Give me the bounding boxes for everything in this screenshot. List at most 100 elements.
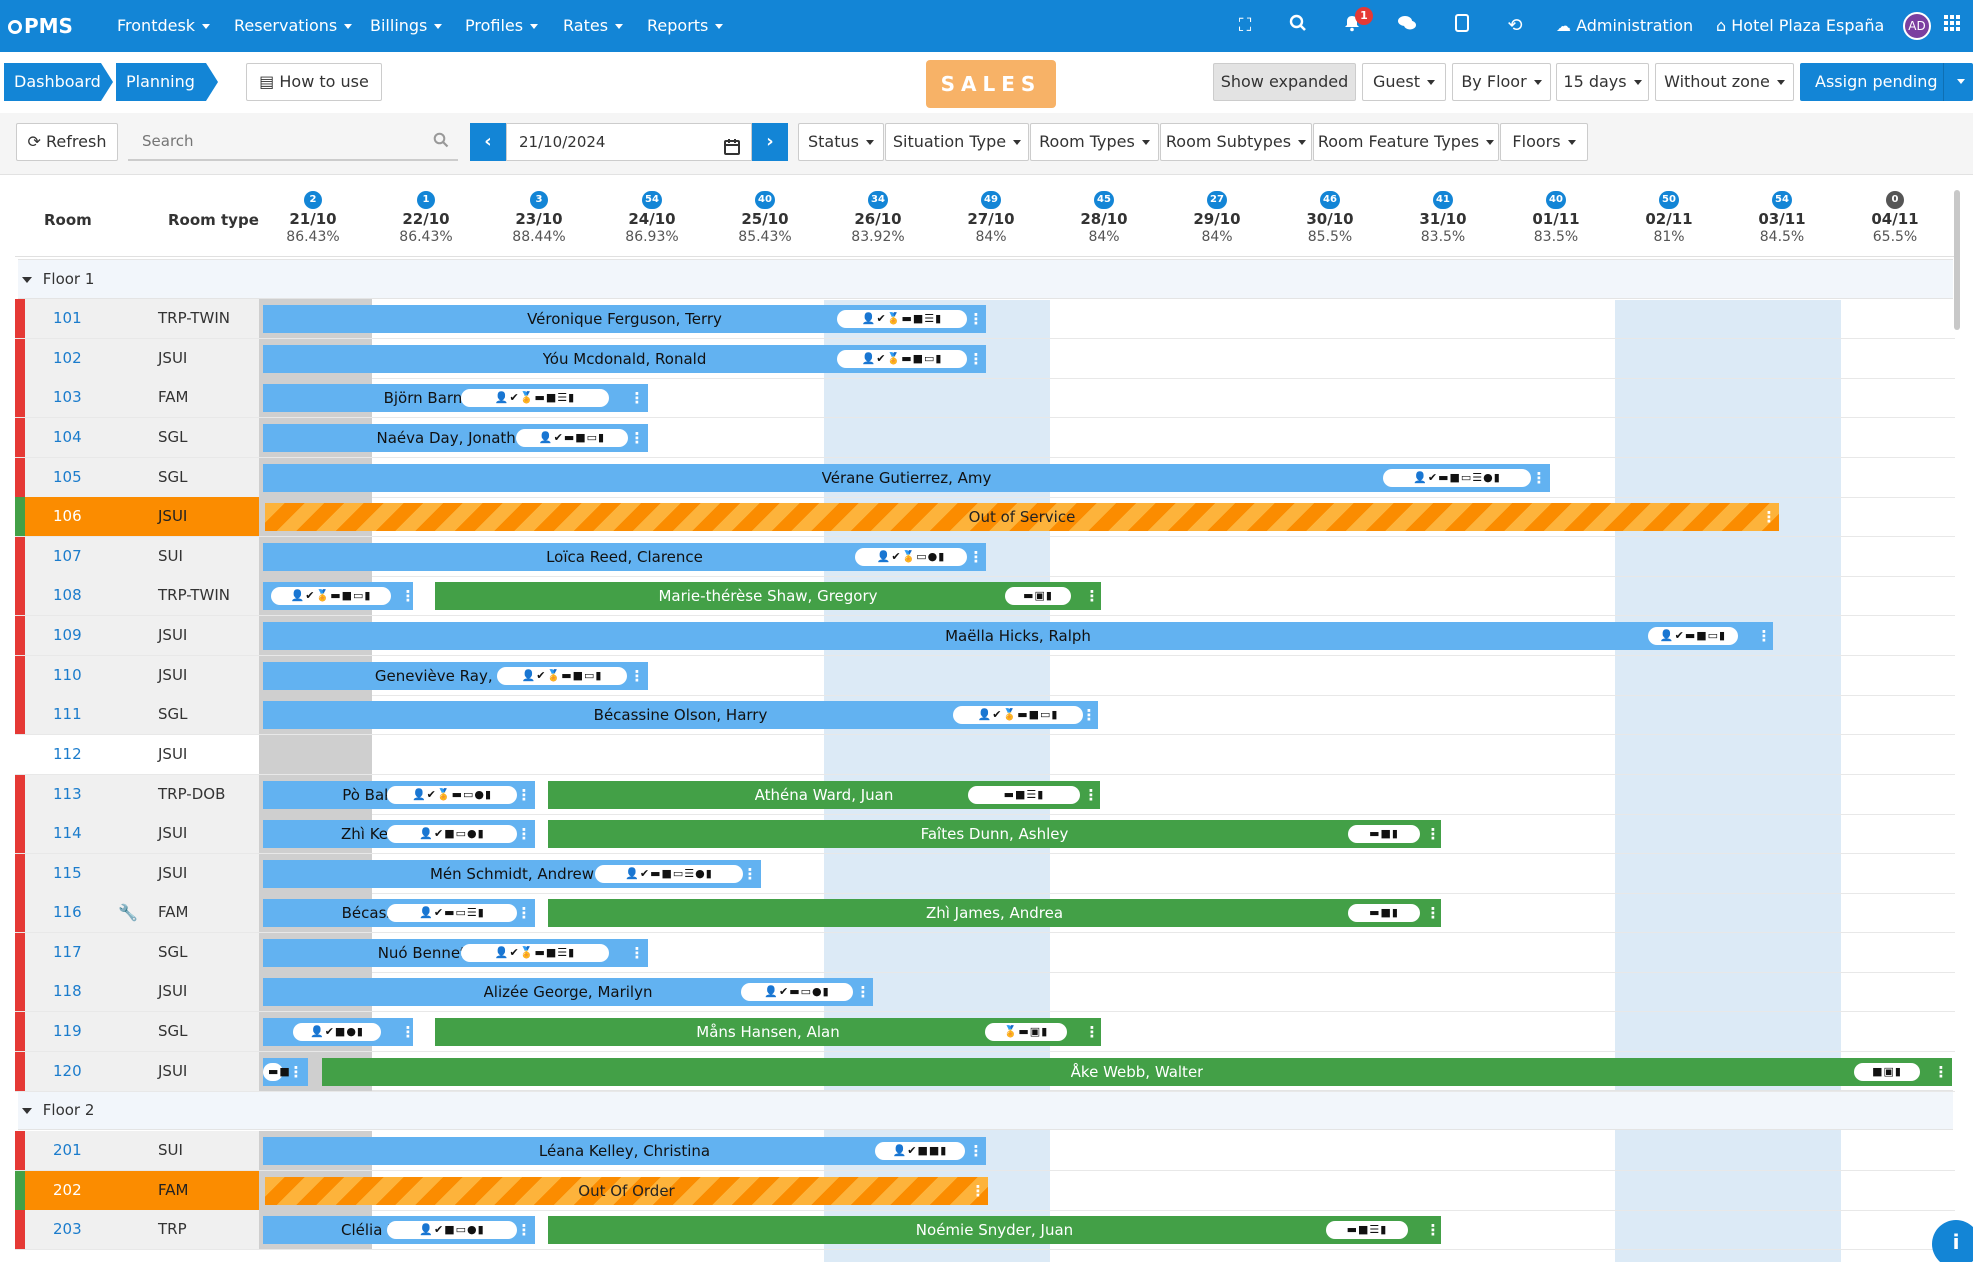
room-cell[interactable]: 202 FAM (15, 1171, 259, 1210)
reservation-bar[interactable]: Måns Hansen, Alan 🏅▬▣▮ ⋮ (435, 1018, 1101, 1046)
more-options-icon[interactable]: ⋮ (968, 350, 984, 368)
room-number[interactable]: 116 (53, 903, 82, 921)
how-to-use-button[interactable]: ▤ How to use (246, 63, 382, 101)
room-number[interactable]: 101 (53, 309, 82, 327)
chevron-down-icon[interactable] (1957, 79, 1965, 84)
room-cell[interactable]: 120 JSUI (15, 1052, 259, 1091)
room-number[interactable]: 202 (53, 1181, 82, 1199)
day-header-04-11[interactable]: 0 04/11 65.5% (1840, 188, 1950, 245)
room-cell[interactable]: 102 JSUI (15, 339, 259, 378)
hotel-selector[interactable]: ⌂ Hotel Plaza España (1716, 16, 1885, 35)
day-header-28-10[interactable]: 45 28/10 84% (1049, 188, 1159, 245)
more-options-icon[interactable]: ⋮ (629, 667, 645, 685)
room-cell[interactable]: 115 JSUI (15, 854, 259, 893)
room-number[interactable]: 119 (53, 1022, 82, 1040)
day-arrivals-badge[interactable]: 40 (1546, 191, 1566, 209)
reservation-bar[interactable]: Yóu Mcdonald, Ronald 👤✔🏅▬■▭▮ ⋮ (263, 345, 986, 373)
room-cell[interactable]: 106 JSUI (15, 497, 259, 536)
menu-profiles[interactable]: Profiles (465, 0, 539, 52)
reservation-bar[interactable]: Pò Baker, Aar...👤✔🏅▬▭●▮⋮ (263, 781, 535, 809)
room-cell[interactable]: 112 JSUI (15, 735, 259, 774)
day-arrivals-badge[interactable]: 46 (1320, 191, 1340, 209)
guest-dropdown[interactable]: Guest (1362, 63, 1446, 101)
reservation-bar[interactable]: Athéna Ward, Juan ▬■☰▮ ⋮ (548, 781, 1100, 809)
more-options-icon[interactable]: ⋮ (1425, 1221, 1441, 1239)
day-header-27-10[interactable]: 49 27/10 84% (936, 188, 1046, 245)
room-number[interactable]: 109 (53, 626, 82, 644)
room-feature-types-filter[interactable]: Room Feature Types (1313, 123, 1499, 161)
reservation-bar[interactable]: Véronique Ferguson, Terry 👤✔🏅▬■☰▮ ⋮ (263, 305, 986, 333)
show-expanded-button[interactable]: Show expanded (1213, 63, 1356, 101)
room-cell[interactable]: 104 SGL (15, 418, 259, 457)
floor-row-2[interactable]: Floor 2 (18, 1090, 1953, 1130)
reservation-bar[interactable]: Mén Schmidt, Andrew 👤✔▬■▭☰●▮ ⋮ (263, 860, 761, 888)
day-arrivals-badge[interactable]: 2 (304, 191, 322, 209)
floors-filter[interactable]: Floors (1500, 123, 1588, 161)
more-options-icon[interactable]: ⋮ (1756, 627, 1772, 645)
day-arrivals-badge[interactable]: 0 (1886, 191, 1904, 209)
day-header-26-10[interactable]: 34 26/10 83.92% (823, 188, 933, 245)
day-arrivals-badge[interactable]: 34 (868, 191, 888, 209)
room-cell[interactable]: 118 JSUI (15, 972, 259, 1011)
room-number[interactable]: 105 (53, 468, 82, 486)
menu-rates[interactable]: Rates (563, 0, 624, 52)
vertical-scrollbar[interactable] (1954, 190, 1960, 330)
info-help-button[interactable]: i (1932, 1220, 1973, 1262)
day-header-29-10[interactable]: 27 29/10 84% (1162, 188, 1272, 245)
reservation-bar[interactable]: Bécassine Ho...👤✔▬▭☰▮⋮ (263, 899, 535, 927)
day-arrivals-badge[interactable]: 54 (642, 191, 662, 209)
reservation-bar[interactable]: Zhì James, Andrea ▬■▮ ⋮ (548, 899, 1441, 927)
room-cell[interactable]: 111 SGL (15, 695, 259, 734)
tablet-icon[interactable] (1450, 14, 1474, 38)
next-date-button[interactable]: › (752, 123, 788, 161)
administration-link[interactable]: ☁ Administration (1556, 16, 1694, 35)
reservation-bar[interactable]: Björn Barnes, Larry 👤✔🏅▬■☰▮ ⋮ (263, 384, 648, 412)
reservation-bar[interactable]: Clélia Moore, ...👤✔■▭●▮⋮ (263, 1216, 535, 1244)
room-cell[interactable]: 117 SGL (15, 933, 259, 972)
room-cell[interactable]: 201 SUI (15, 1131, 259, 1170)
refresh-button[interactable]: ⟳ Refresh (16, 123, 118, 161)
room-number[interactable]: 201 (53, 1141, 82, 1159)
reservation-bar[interactable]: Alizée George, Marilyn 👤✔▬▭●▮ ⋮ (263, 978, 873, 1006)
room-number[interactable]: 115 (53, 864, 82, 882)
search-field[interactable] (128, 123, 458, 161)
room-number[interactable]: 102 (53, 349, 82, 367)
breadcrumb-planning[interactable]: Planning (116, 63, 206, 101)
room-cell[interactable]: 103 FAM (15, 378, 259, 417)
day-header-31-10[interactable]: 41 31/10 83.5% (1388, 188, 1498, 245)
menu-reservations[interactable]: Reservations (234, 0, 353, 52)
day-header-30-10[interactable]: 46 30/10 85.5% (1275, 188, 1385, 245)
room-number[interactable]: 104 (53, 428, 82, 446)
reservation-bar[interactable]: Maëlla Hicks, Ralph 👤✔▬■▭▮ ⋮ (263, 622, 1773, 650)
reservation-bar[interactable]: ▬■ ⋮ (263, 1058, 308, 1086)
more-options-icon[interactable]: ⋮ (1081, 706, 1097, 724)
reservation-bar[interactable]: Åke Webb, Walter ■▣▮ ⋮ (322, 1058, 1952, 1086)
status-filter[interactable]: Status (798, 123, 884, 161)
previous-date-button[interactable]: ‹ (470, 123, 506, 161)
room-subtypes-filter[interactable]: Room Subtypes (1160, 123, 1312, 161)
bell-icon[interactable]: 1 (1340, 7, 1373, 38)
day-header-25-10[interactable]: 40 25/10 85.43% (710, 188, 820, 245)
more-options-icon[interactable]: ⋮ (1425, 904, 1441, 922)
reservation-bar[interactable]: Nuó Bennett, Angela 👤✔🏅▬■☰▮ ⋮ (263, 939, 648, 967)
chat-icon[interactable] (1395, 14, 1419, 38)
room-number[interactable]: 103 (53, 388, 82, 406)
reservation-bar[interactable]: Marie-thérèse Shaw, Gregory ▬▣▮ ⋮ (435, 582, 1101, 610)
room-number[interactable]: 120 (53, 1062, 82, 1080)
floor-row-1[interactable]: Floor 1 (18, 259, 1953, 299)
more-options-icon[interactable]: ⋮ (516, 786, 532, 804)
day-arrivals-badge[interactable]: 3 (530, 191, 548, 209)
room-number[interactable]: 117 (53, 943, 82, 961)
room-number[interactable]: 111 (53, 705, 82, 723)
room-number[interactable]: 107 (53, 547, 82, 565)
day-arrivals-badge[interactable]: 49 (981, 191, 1001, 209)
day-arrivals-badge[interactable]: 27 (1207, 191, 1227, 209)
menu-billings[interactable]: Billings (370, 0, 443, 52)
breadcrumb-dashboard[interactable]: Dashboard (4, 63, 101, 101)
room-number[interactable]: 110 (53, 666, 82, 684)
date-picker[interactable]: 21/10/2024 (506, 123, 752, 161)
more-options-icon[interactable]: ⋮ (400, 1023, 414, 1041)
fullscreen-icon[interactable]: ⛶ (1238, 15, 1252, 36)
more-options-icon[interactable]: ⋮ (855, 983, 871, 1001)
more-options-icon[interactable]: ⋮ (516, 825, 532, 843)
